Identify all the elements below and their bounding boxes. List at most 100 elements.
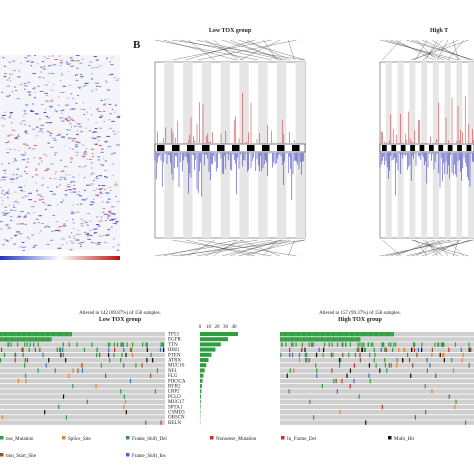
mutation bbox=[344, 337, 346, 342]
heatmap-cell bbox=[72, 181, 75, 183]
heatmap-cell bbox=[82, 108, 86, 110]
mutation bbox=[8, 337, 10, 342]
mutation bbox=[37, 342, 39, 347]
mutation bbox=[114, 347, 116, 352]
heatmap-cell bbox=[25, 172, 28, 174]
row-bg bbox=[280, 342, 474, 347]
mutation bbox=[83, 347, 86, 352]
heatmap-cell bbox=[98, 220, 103, 222]
chrom-band bbox=[379, 143, 474, 153]
heatmap-cell bbox=[113, 213, 116, 215]
heatmap-cell bbox=[44, 226, 47, 228]
heatmap-cell bbox=[107, 229, 111, 231]
heatmap-cell bbox=[16, 135, 21, 137]
heatmap-cell bbox=[24, 151, 26, 153]
heatmap-cell bbox=[63, 223, 66, 225]
mutation bbox=[145, 342, 147, 347]
heatmap-cell bbox=[16, 216, 21, 218]
heatmap-cell bbox=[77, 86, 82, 88]
mutation bbox=[359, 337, 361, 342]
heatmap-cell bbox=[15, 137, 18, 139]
heatmap-cell bbox=[65, 104, 69, 106]
heatmap-cell bbox=[84, 150, 87, 152]
mutation bbox=[22, 352, 24, 358]
mutation bbox=[26, 342, 28, 347]
mutation bbox=[38, 337, 40, 342]
heatmap-cell bbox=[83, 151, 88, 153]
heatmap-cell bbox=[73, 222, 75, 224]
heatmap-cell bbox=[91, 167, 93, 169]
heatmap-cell bbox=[30, 109, 33, 111]
mutation bbox=[60, 352, 62, 358]
mutation bbox=[33, 337, 35, 342]
mutation bbox=[330, 337, 332, 342]
heatmap-cell bbox=[99, 192, 103, 194]
heatmap-cell bbox=[80, 243, 82, 245]
mutation bbox=[300, 332, 302, 337]
heatmap-cell bbox=[101, 217, 103, 219]
heatmap-cell bbox=[96, 136, 101, 138]
gene-label: PIK3CA bbox=[168, 379, 186, 384]
gene-bar bbox=[200, 404, 201, 409]
mutation bbox=[383, 332, 385, 337]
heatmap-cell bbox=[78, 191, 80, 193]
heatmap-cell bbox=[45, 115, 48, 117]
heatmap-cell bbox=[72, 138, 77, 140]
heatmap-cell bbox=[66, 242, 68, 244]
heatmap-cell bbox=[83, 113, 85, 115]
mutation bbox=[304, 337, 306, 342]
mutation bbox=[341, 342, 343, 347]
heatmap-cell bbox=[70, 191, 72, 193]
heatmap-cell bbox=[28, 148, 30, 150]
mutation bbox=[358, 337, 360, 342]
heatmap-cell bbox=[47, 72, 50, 74]
heatmap-cell bbox=[10, 216, 13, 218]
leader bbox=[263, 39, 278, 61]
leader bbox=[188, 39, 215, 61]
mutation bbox=[390, 332, 392, 337]
heatmap-cell bbox=[75, 55, 80, 57]
heatmap-cell bbox=[1, 176, 6, 178]
heatmap-cell bbox=[76, 234, 78, 236]
heatmap-cell bbox=[70, 108, 73, 110]
mutation bbox=[363, 347, 366, 352]
mutation bbox=[151, 358, 154, 363]
heatmap-cell bbox=[103, 120, 105, 122]
mutation bbox=[455, 399, 457, 404]
mutation bbox=[27, 332, 29, 337]
heatmap-cell bbox=[61, 74, 64, 76]
mutation bbox=[355, 332, 357, 337]
mutation bbox=[76, 342, 78, 347]
heatmap-cell bbox=[37, 194, 42, 196]
row-bg bbox=[280, 378, 474, 384]
leader bbox=[172, 39, 272, 61]
mutation bbox=[377, 332, 379, 337]
mutation bbox=[45, 363, 47, 368]
mutation bbox=[312, 332, 314, 337]
leader bbox=[196, 39, 283, 61]
mutation bbox=[160, 342, 162, 347]
legend: nse_Mutation Splice_Site Frame_Shift_Del No… bbox=[0, 436, 415, 459]
heatmap-cell bbox=[59, 176, 63, 178]
heatmap-cell bbox=[15, 173, 18, 175]
gene-bar bbox=[200, 352, 212, 357]
mutation bbox=[330, 332, 332, 337]
heatmap-cell bbox=[6, 79, 9, 81]
heatmap-cell bbox=[40, 129, 43, 131]
heatmap-cell bbox=[16, 231, 20, 233]
mutation bbox=[24, 332, 26, 337]
mutation bbox=[347, 332, 349, 337]
leader bbox=[390, 239, 445, 257]
mutation bbox=[156, 368, 159, 373]
mutation bbox=[13, 337, 15, 342]
mutation bbox=[124, 399, 127, 404]
panel-title: Low TOX group bbox=[99, 317, 142, 323]
mutation bbox=[295, 342, 297, 347]
heatmap-cell bbox=[46, 58, 50, 60]
heatmap-cell bbox=[78, 166, 82, 168]
heatmap-cell bbox=[80, 245, 82, 247]
row-bg bbox=[280, 394, 474, 399]
heatmap-cell bbox=[64, 166, 68, 168]
row-bg bbox=[280, 358, 474, 363]
leader bbox=[288, 39, 295, 61]
